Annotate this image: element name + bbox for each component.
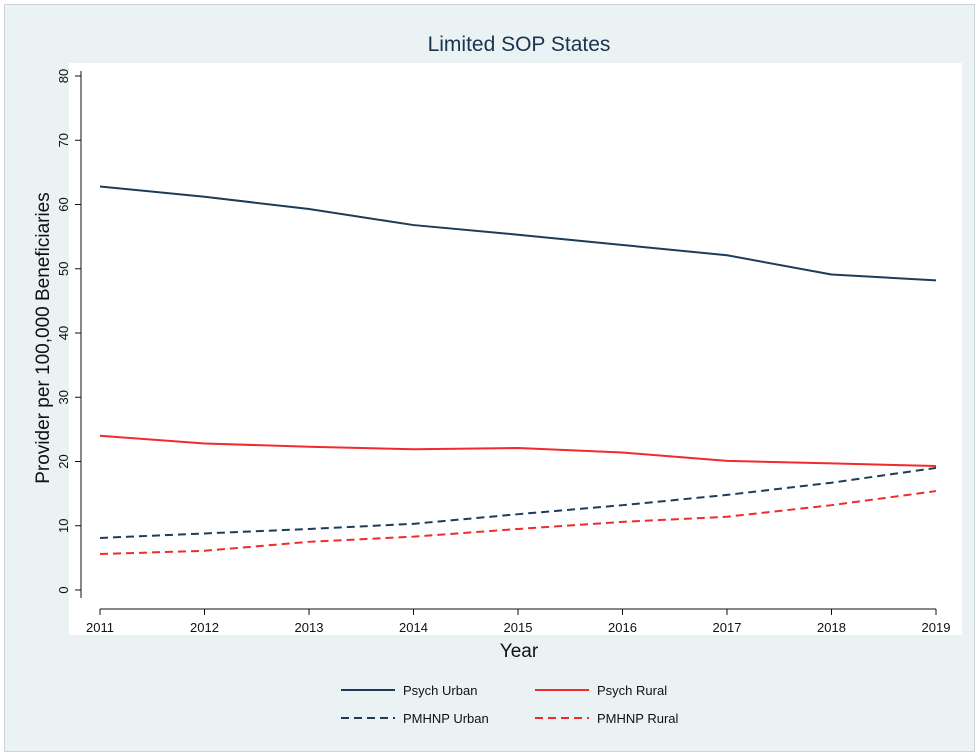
series-line-pmhnp-rural <box>99 490 937 556</box>
y-tick-label: 10 <box>56 519 71 533</box>
x-tick-label: 2012 <box>190 620 219 635</box>
y-tick-label: 70 <box>56 133 71 147</box>
legend-label-pmhnp-rural: PMHNP Rural <box>597 711 679 726</box>
y-axis-title: Provider per 100,000 Beneficiaries <box>33 192 54 484</box>
series-line-pmhnp-urban <box>99 466 937 539</box>
x-tick-label: 2016 <box>608 620 637 635</box>
x-axis-title: Year <box>500 641 539 662</box>
y-tick-label: 50 <box>56 262 71 276</box>
x-tick-label: 2014 <box>399 620 428 635</box>
legend-label-pmhnp-urban: PMHNP Urban <box>403 711 489 726</box>
x-tick-label: 2019 <box>922 620 951 635</box>
y-tick-label: 40 <box>56 326 71 340</box>
series-line-psych-rural <box>99 434 937 467</box>
y-tick-label: 20 <box>56 454 71 468</box>
x-tick-label: 2013 <box>295 620 324 635</box>
series-line-psych-urban <box>99 185 937 282</box>
y-tick-label: 80 <box>56 69 71 83</box>
chart-frame: Limited SOP States 0 10 20 30 40 50 60 70 80 201… <box>4 4 975 752</box>
y-ticks: 0 10 20 30 40 50 60 70 80 <box>56 69 81 594</box>
x-tick-label: 2015 <box>504 620 533 635</box>
x-tick-label: 2018 <box>817 620 846 635</box>
x-tick-label: 2011 <box>86 620 114 635</box>
chart: Limited SOP States 0 10 20 30 40 50 60 70 80 201… <box>33 33 962 726</box>
x-tick-label: 2017 <box>713 620 742 635</box>
series-lines <box>99 185 937 556</box>
legend-label-psych-rural: Psych Rural <box>597 683 667 698</box>
legend-label-psych-urban: Psych Urban <box>403 683 477 698</box>
y-tick-label: 60 <box>56 197 71 211</box>
plot-area <box>69 63 962 635</box>
legend: Psych Urban Psych Rural PMHNP Urban PMHNP R… <box>341 683 679 726</box>
chart-title: Limited SOP States <box>428 33 611 56</box>
y-tick-label: 0 <box>56 586 71 593</box>
x-ticks: 2011 2012 2013 2014 2015 2016 2017 2018 2019 <box>86 609 950 635</box>
y-tick-label: 30 <box>56 390 71 404</box>
